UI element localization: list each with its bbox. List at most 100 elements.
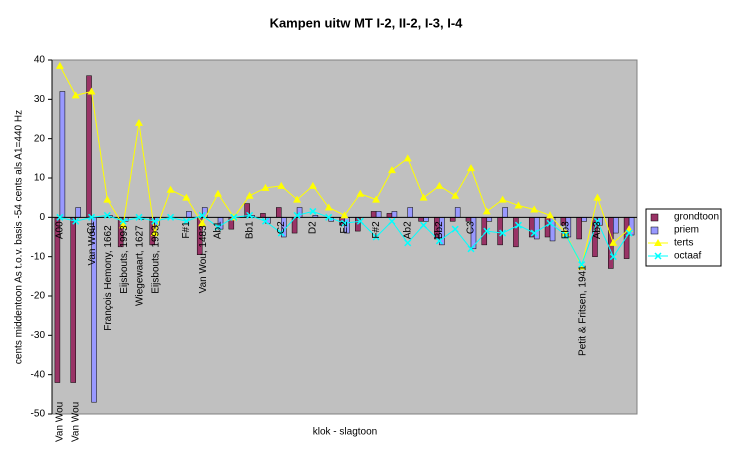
- bar: [75, 207, 81, 218]
- bar: [86, 75, 92, 218]
- marker: [388, 217, 396, 225]
- y-tick-label: -30: [31, 330, 46, 341]
- y-tick-label: 30: [34, 94, 46, 105]
- marker: [277, 229, 285, 237]
- marker: [182, 217, 190, 225]
- marker: [514, 201, 523, 209]
- legend-label: priem: [674, 225, 699, 236]
- bar: [370, 211, 377, 218]
- marker: [483, 227, 491, 235]
- marker: [593, 193, 602, 201]
- marker: [293, 211, 301, 219]
- bar: [70, 217, 76, 383]
- marker: [356, 217, 364, 225]
- bar: [375, 211, 382, 218]
- bar: [423, 217, 429, 222]
- legend-swatch: [650, 226, 659, 235]
- marker: [419, 193, 428, 201]
- marker: [151, 217, 159, 225]
- marker: [561, 229, 570, 237]
- marker: [293, 195, 302, 203]
- marker: [404, 239, 412, 247]
- marker: [167, 213, 175, 221]
- bar: [407, 207, 413, 218]
- chart-title: Kampen uitw MT I-2, II-2, I-3, I-4: [270, 15, 464, 30]
- marker: [261, 217, 269, 225]
- x-tick-label: C3: [466, 221, 477, 234]
- marker: [214, 223, 222, 231]
- legend-swatch: [650, 213, 659, 222]
- bar: [276, 207, 282, 218]
- marker: [654, 252, 662, 260]
- marker: [245, 191, 254, 199]
- marker: [593, 217, 602, 225]
- x-tick-label: Ab3: [592, 221, 603, 239]
- maker-label: Eijsbouts, 1993: [119, 225, 130, 294]
- marker: [198, 219, 207, 227]
- bar: [502, 207, 508, 218]
- marker: [609, 253, 617, 261]
- y-tick-label: -10: [31, 251, 46, 262]
- marker: [467, 245, 475, 253]
- marker: [277, 181, 286, 189]
- marker: [403, 154, 412, 162]
- marker: [387, 166, 396, 174]
- maker-label: Wiegewaart, 1627: [135, 225, 146, 306]
- marker: [372, 195, 381, 203]
- marker: [577, 262, 586, 270]
- marker: [451, 225, 459, 233]
- marker: [609, 238, 618, 246]
- bar: [260, 213, 266, 218]
- bar: [623, 217, 630, 259]
- marker: [451, 191, 460, 199]
- x-tick-label: Eb3: [560, 221, 571, 239]
- marker: [134, 118, 143, 126]
- marker: [435, 181, 444, 189]
- x-tick-label: Bb2: [434, 221, 445, 239]
- x-tick-label: F#2: [371, 221, 382, 239]
- marker: [72, 217, 80, 225]
- x-tick-label: Ab1: [213, 221, 224, 239]
- marker: [530, 229, 538, 237]
- legend-label: terts: [674, 238, 693, 249]
- bar: [59, 91, 66, 218]
- marker: [546, 219, 554, 227]
- maker-label: Petit & Fritsen, 1941: [577, 265, 588, 356]
- marker: [356, 189, 365, 197]
- y-tick-label: 40: [34, 55, 46, 66]
- marker: [546, 211, 555, 219]
- y-axis-label: cents middentoon As t.o.v. basis -54 cen…: [14, 110, 25, 364]
- x-tick-label: C1: [86, 221, 97, 234]
- bar: [418, 217, 424, 222]
- marker: [498, 195, 507, 203]
- legend-label: grondtoon: [674, 212, 719, 223]
- y-tick-label: 20: [34, 133, 46, 144]
- marker: [246, 211, 254, 219]
- bar: [613, 217, 619, 234]
- marker: [87, 87, 96, 95]
- marker: [435, 237, 443, 245]
- maker-label: Van Wou: [70, 402, 81, 442]
- marker: [324, 203, 333, 211]
- maker-label: Van Wou: [55, 402, 66, 442]
- marker: [499, 229, 507, 237]
- marker: [55, 61, 64, 69]
- legend-label: octaaf: [674, 251, 701, 262]
- bar: [486, 217, 493, 222]
- marker: [198, 211, 206, 219]
- marker: [340, 211, 349, 219]
- y-tick-label: 0: [39, 212, 45, 223]
- marker: [150, 229, 159, 237]
- marker: [325, 213, 333, 221]
- y-tick-label: 10: [34, 173, 46, 184]
- y-tick-label: -50: [31, 409, 46, 420]
- marker: [119, 221, 128, 229]
- marker: [103, 195, 112, 203]
- bar: [186, 211, 192, 218]
- marker: [182, 193, 191, 201]
- x-tick-label: D2: [308, 221, 319, 234]
- maker-label: François Hemony, 1662: [103, 225, 114, 331]
- marker: [214, 189, 223, 197]
- marker: [562, 231, 570, 239]
